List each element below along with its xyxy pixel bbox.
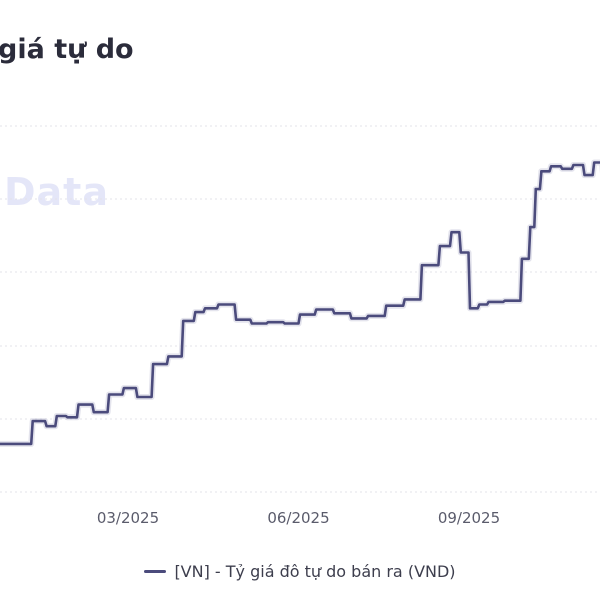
series-line-shadow [0,159,600,447]
series-line[interactable] [0,161,600,446]
watermark-logo: Data [4,170,109,214]
x-axis: 03/2025 06/2025 09/2025 [97,509,500,527]
grid-lines [0,125,600,493]
chart-title: giá tự do [0,34,134,65]
series-layer [0,159,600,447]
x-tick-label: 09/2025 [438,509,500,527]
x-tick-label: 06/2025 [267,509,329,527]
x-tick-label: 03/2025 [97,509,159,527]
legend[interactable]: [VN] - Tỷ giá đô tự do bán ra (VND) [0,562,600,581]
legend-swatch [144,570,167,573]
legend-label: [VN] - Tỷ giá đô tự do bán ra (VND) [174,562,456,581]
